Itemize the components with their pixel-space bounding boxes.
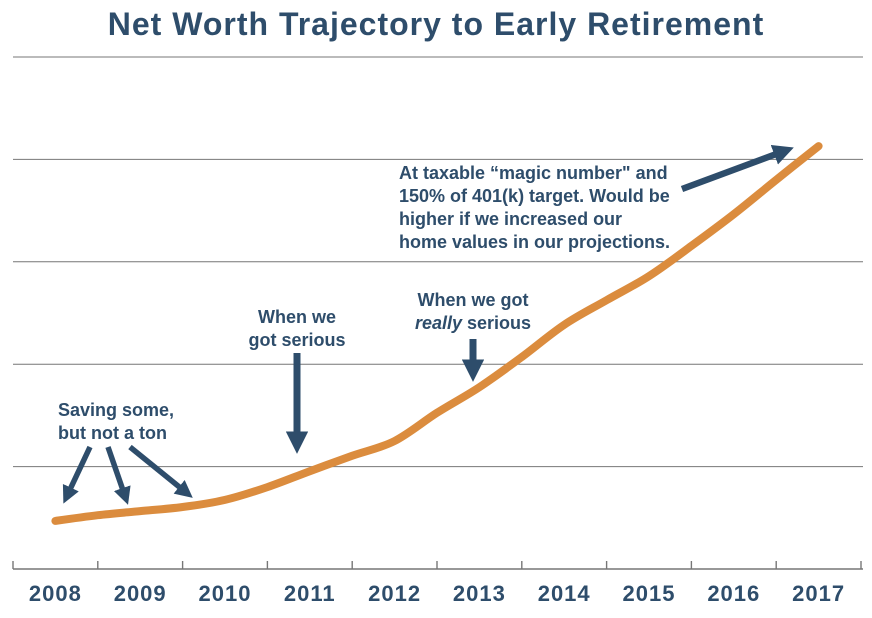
- annotation-line: 150% of 401(k) target. Would be: [399, 186, 670, 206]
- magic-number-arrow: [680, 144, 794, 193]
- annotation-arrow-layer: [62, 144, 794, 505]
- x-axis-label-2009: 2009: [113, 581, 167, 606]
- annotation-italic-word: really: [414, 313, 462, 333]
- annotation-line: home values in our projections.: [399, 232, 671, 252]
- x-axis-label-2017: 2017: [792, 581, 846, 606]
- x-axis-label-2008: 2008: [28, 581, 82, 606]
- saving-arrow-3: [128, 444, 193, 498]
- net-worth-curve: [51, 142, 823, 525]
- annotation-line: but not a ton: [58, 423, 167, 443]
- x-axis-label-2010: 2010: [198, 581, 252, 606]
- page-title: Net Worth Trajectory to Early Retirement: [107, 6, 765, 42]
- annotation-line: When we: [257, 307, 336, 327]
- annotation-line: really serious: [393, 312, 553, 335]
- saving-arrow-1: [62, 445, 93, 504]
- annotation-line: higher if we increased our: [399, 209, 623, 229]
- annotation-line: Saving some,: [58, 400, 175, 420]
- annotation-line: When we got: [417, 290, 529, 310]
- x-axis-label-2012: 2012: [368, 581, 422, 606]
- x-axis-label-2014: 2014: [537, 581, 591, 606]
- x-axis-label-2011: 2011: [283, 581, 336, 606]
- annotation-line: got serious: [248, 330, 346, 350]
- x-axis-label-2013: 2013: [452, 581, 506, 606]
- annotation-magic-number: At taxable “magic number" and 150% of 40…: [399, 162, 670, 254]
- x-axis-label-2015: 2015: [622, 581, 676, 606]
- x-axis-label-2016: 2016: [707, 581, 761, 606]
- annotation-got-serious: When we got serious: [217, 306, 377, 352]
- annotation-saving-some: Saving some, but not a ton: [58, 399, 174, 445]
- saving-arrow-2: [105, 446, 131, 505]
- annotation-line-rest: serious: [462, 313, 532, 333]
- net-worth-curve-layer: [51, 142, 823, 525]
- annotation-really-serious: When we got really serious: [393, 289, 553, 335]
- annotation-line: At taxable “magic number" and: [399, 163, 668, 183]
